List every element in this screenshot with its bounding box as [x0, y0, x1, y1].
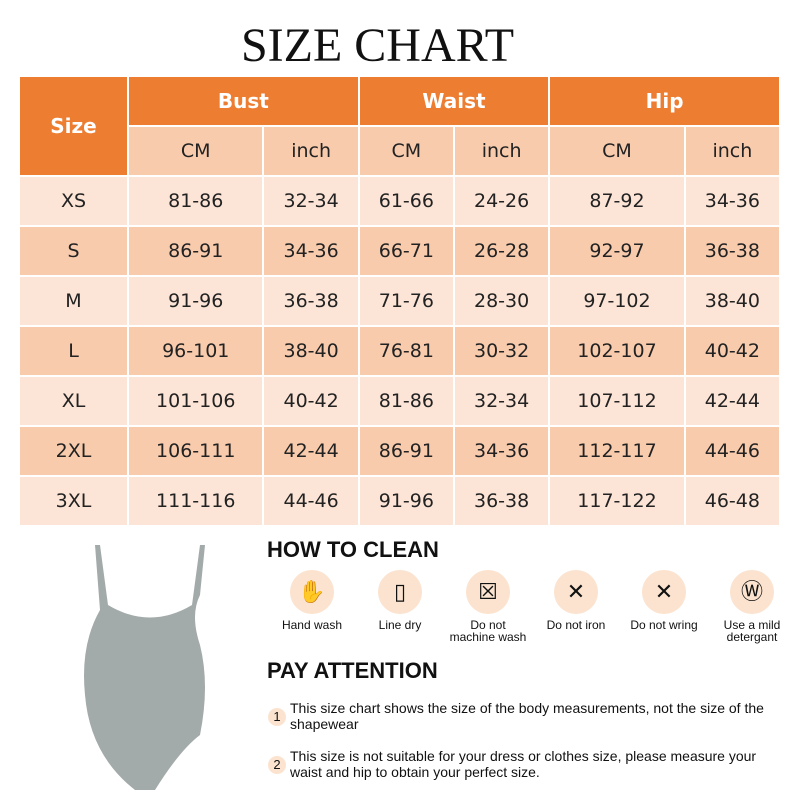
size-cell: M — [18, 275, 129, 327]
care-item: ▯ Line dry — [360, 570, 440, 643]
unit-header: inch — [262, 125, 360, 177]
note: 2 This size is not suitable for your dres… — [268, 748, 768, 780]
bodysuit-image — [84, 545, 205, 790]
note-text: This size is not suitable for your dress… — [290, 748, 757, 780]
measurement-cell: 81-86 — [126, 175, 265, 227]
care-label: Do not iron — [546, 618, 606, 632]
measurement-cell: 61-66 — [357, 175, 455, 227]
measurement-cell: 44-46 — [262, 475, 360, 527]
table-row: M 91-96 36-38 71-76 28-30 97-102 38-40 — [18, 275, 782, 327]
measurement-cell: 38-40 — [262, 325, 360, 377]
attention-heading: PAY ATTENTION — [267, 658, 438, 683]
unit-header: inch — [683, 125, 782, 177]
measurement-cell: 111-116 — [126, 475, 265, 527]
note-number: 2 — [268, 756, 286, 774]
measurement-cell: 36-38 — [683, 225, 782, 277]
measurement-cell: 40-42 — [683, 325, 782, 377]
measurement-cell: 34-36 — [683, 175, 782, 227]
measurement-cell: 32-34 — [452, 375, 551, 427]
measurement-cell: 106-111 — [126, 425, 265, 477]
measurement-cell: 97-102 — [548, 275, 686, 327]
note-number: 1 — [268, 708, 286, 726]
measurement-cell: 38-40 — [683, 275, 782, 327]
measurement-cell: 87-92 — [548, 175, 686, 227]
note: 1 This size chart shows the size of the b… — [268, 700, 768, 732]
clean-heading: HOW TO CLEAN — [267, 537, 439, 562]
measurement-cell: 92-97 — [548, 225, 686, 277]
measurement-cell: 36-38 — [262, 275, 360, 327]
table-row: XL 101-106 40-42 81-86 32-34 107-112 42-44 — [18, 375, 782, 427]
measurement-cell: 107-112 — [548, 375, 686, 427]
measurement-cell: 34-36 — [262, 225, 360, 277]
size-table: Size Bust Waist Hip CM inch CM inch CM inch X… — [18, 75, 782, 527]
no-iron-icon: ✕ — [554, 570, 598, 614]
care-item: ✕ Do not wring — [624, 570, 704, 643]
size-cell: L — [18, 325, 129, 377]
size-cell: S — [18, 225, 129, 277]
note-text: This size chart shows the size of the bo… — [290, 700, 764, 732]
care-label: Line dry — [378, 618, 422, 632]
measurement-cell: 30-32 — [452, 325, 551, 377]
measurement-cell: 32-34 — [262, 175, 360, 227]
unit-header: CM — [126, 125, 265, 177]
care-label: Do not wring — [630, 618, 698, 632]
measurement-cell: 46-48 — [683, 475, 782, 527]
measurement-cell: 40-42 — [262, 375, 360, 427]
care-label: Use a mild detergant — [723, 618, 781, 644]
measurement-cell: 81-86 — [357, 375, 455, 427]
measurement-cell: 76-81 — [357, 325, 455, 377]
table-row: 2XL 106-111 42-44 86-91 34-36 112-117 44-46 — [18, 425, 782, 477]
measurement-cell: 86-91 — [357, 425, 455, 477]
measurement-cell: 91-96 — [126, 275, 265, 327]
size-cell: XS — [18, 175, 129, 227]
measurement-cell: 44-46 — [683, 425, 782, 477]
unit-header: CM — [357, 125, 455, 177]
table-row: L 96-101 38-40 76-81 30-32 102-107 40-42 — [18, 325, 782, 377]
measurement-cell: 117-122 — [548, 475, 686, 527]
bust-header: Bust — [127, 75, 360, 127]
measurement-cell: 101-106 — [126, 375, 265, 427]
size-cell: 2XL — [18, 425, 129, 477]
measurement-cell: 42-44 — [683, 375, 782, 427]
measurement-cell: 24-26 — [452, 175, 551, 227]
hand-wash-icon: ✋ — [290, 570, 334, 614]
table-row: XS 81-86 32-34 61-66 24-26 87-92 34-36 — [18, 175, 782, 227]
table-row: S 86-91 34-36 66-71 26-28 92-97 36-38 — [18, 225, 782, 277]
care-label: Do not machine wash — [449, 618, 527, 644]
waist-header: Waist — [357, 75, 551, 127]
measurement-cell: 34-36 — [452, 425, 551, 477]
unit-header: CM — [548, 125, 686, 177]
no-wring-icon: ✕ — [642, 570, 686, 614]
no-machine-wash-icon: ☒ — [466, 570, 510, 614]
measurement-cell: 112-117 — [548, 425, 686, 477]
measurement-cell: 86-91 — [126, 225, 265, 277]
measurement-cell: 66-71 — [357, 225, 455, 277]
size-cell: 3XL — [18, 475, 129, 527]
measurement-cell: 26-28 — [452, 225, 551, 277]
table-row: 3XL 111-116 44-46 91-96 36-38 117-122 46-48 — [18, 475, 782, 527]
measurement-cell: 36-38 — [452, 475, 551, 527]
care-label: Hand wash — [281, 618, 343, 632]
care-item: ✕ Do not iron — [536, 570, 616, 643]
unit-header: inch — [452, 125, 551, 177]
care-item: ☒ Do not machine wash — [448, 570, 528, 643]
care-item: ✋ Hand wash — [272, 570, 352, 643]
mild-detergent-icon: Ⓦ — [730, 570, 774, 614]
measurement-cell: 102-107 — [548, 325, 686, 377]
size-cell: XL — [18, 375, 129, 427]
size-header: Size — [18, 75, 129, 177]
care-item: Ⓦ Use a mild detergant — [712, 570, 792, 643]
measurement-cell: 96-101 — [126, 325, 265, 377]
page-title: SIZE CHART — [240, 19, 515, 72]
line-dry-icon: ▯ — [378, 570, 422, 614]
measurement-cell: 42-44 — [262, 425, 360, 477]
measurement-cell: 71-76 — [357, 275, 455, 327]
measurement-cell: 91-96 — [357, 475, 455, 527]
hip-header: Hip — [548, 75, 781, 127]
measurement-cell: 28-30 — [452, 275, 551, 327]
